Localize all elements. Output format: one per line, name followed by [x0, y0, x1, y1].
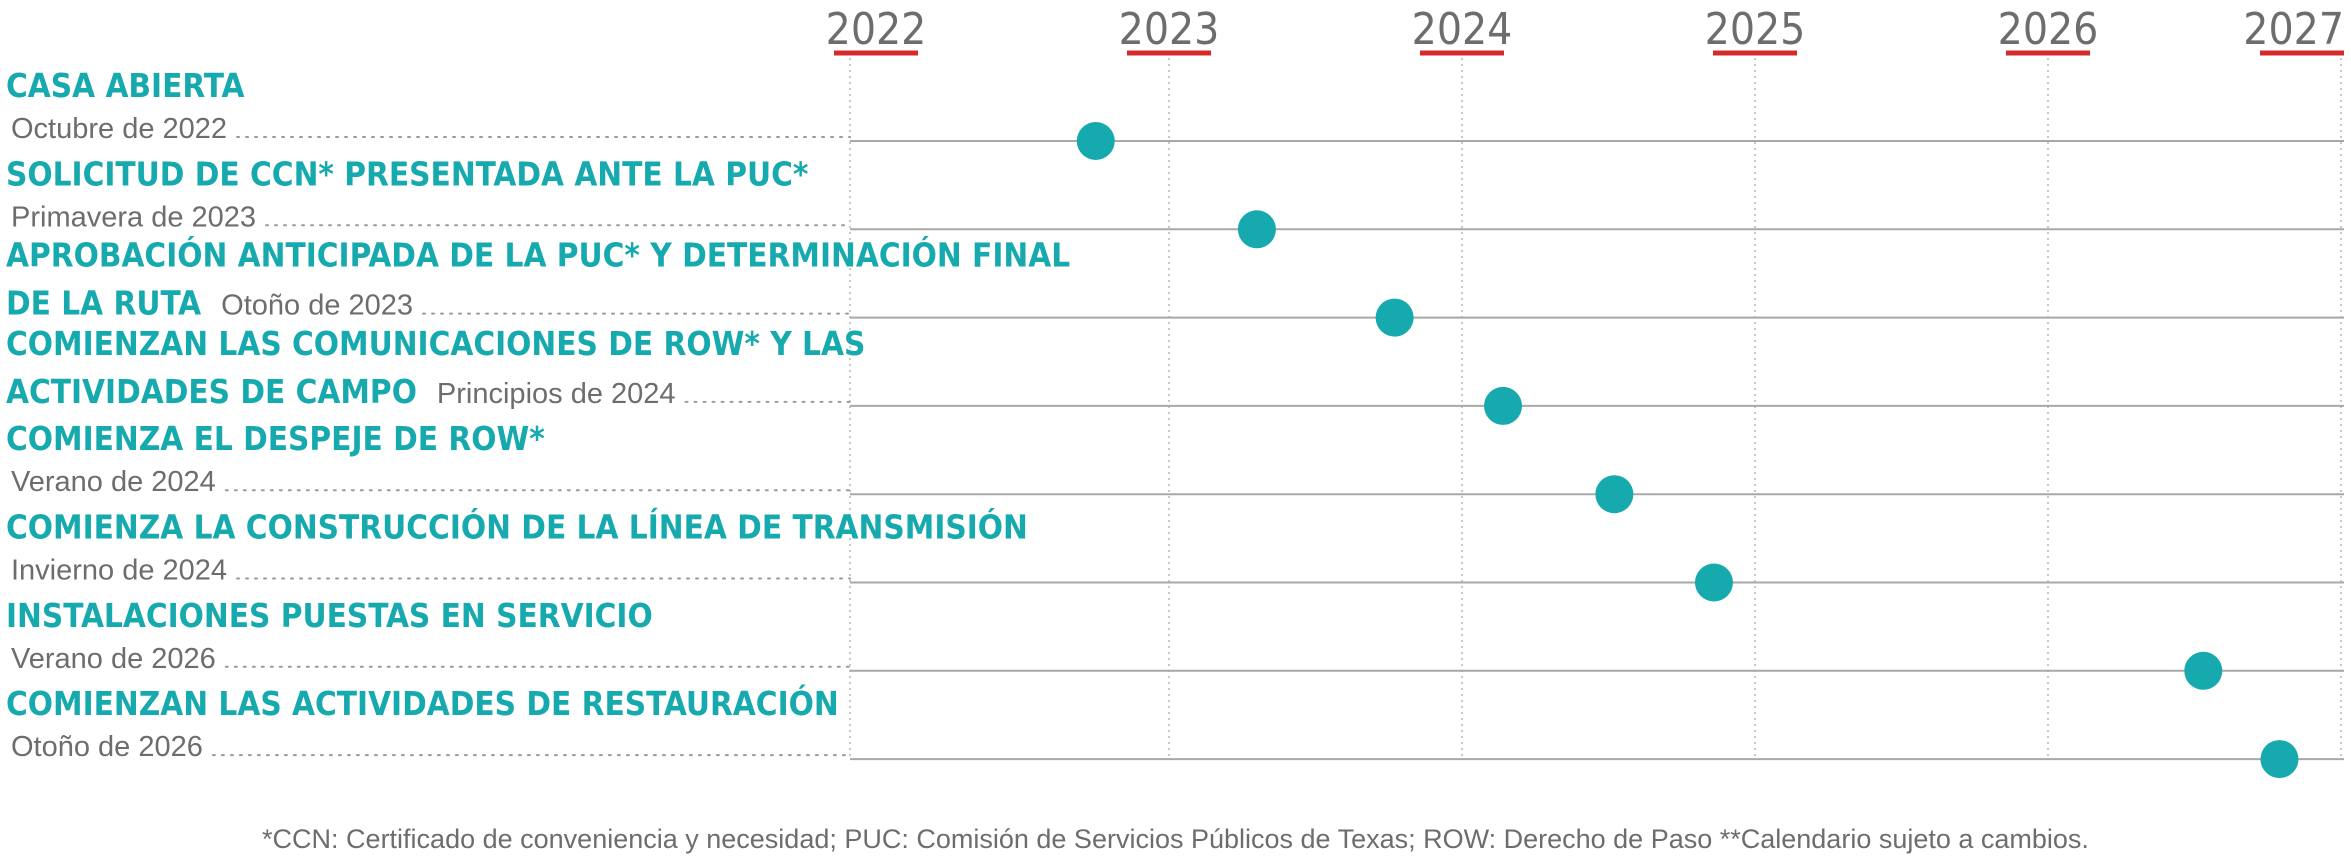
event-title-7: COMIENZAN LAS ACTIVIDADES DE RESTAURACIÓ… [6, 683, 839, 723]
event-date-7: Otoño de 2026 [11, 731, 203, 763]
footnote: *CCN: Certificado de conveniencia y nece… [262, 824, 2089, 854]
milestone-dot-6 [2184, 651, 2223, 690]
event-date-4: Verano de 2024 [11, 466, 216, 498]
milestone-dot-5 [1694, 563, 1733, 602]
event-title-6: INSTALACIONES PUESTAS EN SERVICIO [6, 596, 653, 635]
event-date-6: Verano de 2026 [11, 643, 216, 675]
milestone-dot-3 [1484, 386, 1523, 425]
event-title-3: COMIENZAN LAS COMUNICACIONES DE ROW* Y L… [6, 324, 865, 363]
year-label-2022: 2022 [826, 4, 927, 55]
year-label-2025: 2025 [1705, 4, 1806, 55]
event-date-3: Principios de 2024 [437, 378, 676, 410]
milestone-dot-4 [1595, 475, 1634, 514]
milestone-dot-2 [1375, 298, 1414, 337]
event-date-1: Primavera de 2023 [11, 201, 256, 233]
event-title-2: APROBACIÓN ANTICIPADA DE LA PUC* Y DETER… [6, 235, 1070, 275]
event-title-5: COMIENZA LA CONSTRUCCIÓN DE LA LÍNEA DE … [6, 507, 1028, 547]
milestone-dot-7 [2260, 740, 2299, 779]
event-date-0: Octubre de 2022 [11, 113, 227, 145]
event-title-1: SOLICITUD DE CCN* PRESENTADA ANTE LA PUC… [6, 154, 808, 193]
event-date-2: Otoño de 2023 [221, 290, 413, 322]
year-label-2024: 2024 [1412, 4, 1513, 55]
year-label-2026: 2026 [1998, 4, 2099, 55]
year-label-2023: 2023 [1119, 4, 1220, 55]
event-title-4: COMIENZA EL DESPEJE DE ROW* [6, 419, 545, 458]
event-title-0: CASA ABIERTA [6, 66, 244, 105]
milestone-dot-1 [1237, 210, 1276, 249]
event-date-5: Invierno de 2024 [11, 555, 227, 587]
milestone-dot-0 [1076, 122, 1115, 160]
event-title-line2-3: ACTIVIDADES DE CAMPO [6, 372, 417, 411]
year-label-2027: 2027 [2243, 4, 2344, 55]
event-title-line2-2: DE LA RUTA [6, 284, 201, 323]
